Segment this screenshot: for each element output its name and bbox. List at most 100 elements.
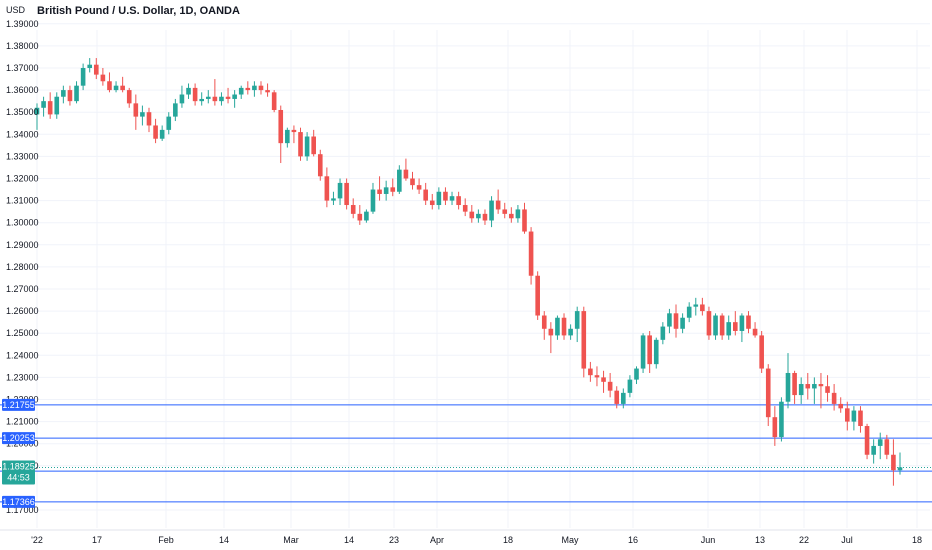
- candle[interactable]: [278, 105, 284, 164]
- candle[interactable]: [647, 330, 652, 373]
- candle[interactable]: [364, 209, 369, 223]
- candle[interactable]: [482, 209, 488, 225]
- candle[interactable]: [344, 178, 349, 210]
- candle[interactable]: [548, 322, 554, 354]
- candle[interactable]: [350, 198, 356, 219]
- candle[interactable]: [410, 171, 415, 190]
- candle[interactable]: [640, 333, 646, 373]
- candle[interactable]: [660, 322, 666, 345]
- candle[interactable]: [858, 406, 863, 433]
- candle[interactable]: [173, 98, 178, 122]
- candle[interactable]: [601, 370, 606, 393]
- candle[interactable]: [607, 372, 613, 398]
- candle[interactable]: [416, 178, 422, 194]
- candle[interactable]: [765, 364, 771, 427]
- candle[interactable]: [555, 315, 560, 340]
- candle[interactable]: [298, 127, 303, 161]
- candle[interactable]: [726, 315, 732, 340]
- candle[interactable]: [812, 377, 817, 404]
- candle[interactable]: [561, 313, 567, 340]
- candle[interactable]: [80, 63, 86, 91]
- candle[interactable]: [825, 375, 830, 402]
- candle[interactable]: [653, 337, 659, 369]
- candle[interactable]: [113, 81, 119, 93]
- candle[interactable]: [798, 377, 804, 404]
- candle[interactable]: [456, 191, 461, 210]
- candle[interactable]: [732, 311, 738, 336]
- candle[interactable]: [844, 401, 850, 431]
- candle[interactable]: [476, 209, 481, 223]
- candle[interactable]: [897, 452, 903, 475]
- candle[interactable]: [205, 90, 211, 104]
- candle[interactable]: [541, 311, 547, 340]
- candle[interactable]: [759, 330, 764, 373]
- candle[interactable]: [522, 202, 527, 234]
- candle[interactable]: [74, 81, 79, 104]
- candle[interactable]: [680, 313, 685, 334]
- candle[interactable]: [634, 366, 639, 385]
- candle[interactable]: [502, 202, 508, 219]
- candle[interactable]: [871, 439, 876, 464]
- candle[interactable]: [752, 322, 758, 338]
- candle[interactable]: [317, 149, 323, 181]
- candle[interactable]: [140, 105, 145, 126]
- candle[interactable]: [383, 180, 389, 201]
- candle[interactable]: [693, 297, 699, 316]
- candle[interactable]: [627, 375, 633, 398]
- candle[interactable]: [568, 324, 573, 340]
- candle[interactable]: [838, 397, 844, 413]
- candle[interactable]: [126, 87, 132, 108]
- candle[interactable]: [186, 83, 191, 99]
- candle[interactable]: [594, 366, 600, 387]
- candle[interactable]: [588, 361, 593, 382]
- candle[interactable]: [831, 384, 837, 411]
- candle[interactable]: [285, 127, 290, 148]
- candle[interactable]: [805, 372, 811, 400]
- candle[interactable]: [818, 372, 824, 409]
- candle[interactable]: [192, 83, 198, 106]
- candle[interactable]: [133, 94, 139, 130]
- candle[interactable]: [864, 423, 870, 460]
- candle[interactable]: [199, 92, 205, 106]
- candle[interactable]: [232, 90, 237, 108]
- candle[interactable]: [54, 92, 60, 119]
- candle[interactable]: [581, 306, 587, 378]
- candle[interactable]: [107, 72, 112, 93]
- candle[interactable]: [462, 198, 468, 217]
- candle[interactable]: [686, 302, 692, 323]
- candle[interactable]: [324, 167, 330, 208]
- candle[interactable]: [41, 96, 46, 117]
- candle[interactable]: [772, 406, 778, 446]
- candle[interactable]: [851, 406, 857, 431]
- candle[interactable]: [429, 193, 435, 210]
- candle[interactable]: [667, 308, 672, 334]
- candle[interactable]: [495, 189, 501, 214]
- candle[interactable]: [403, 158, 409, 181]
- candle[interactable]: [785, 353, 791, 409]
- candle[interactable]: [423, 182, 428, 206]
- candle[interactable]: [509, 207, 514, 223]
- candle[interactable]: [212, 79, 218, 106]
- candle[interactable]: [489, 196, 494, 228]
- candle[interactable]: [67, 85, 73, 106]
- candle[interactable]: [179, 85, 185, 108]
- candle[interactable]: [673, 304, 679, 338]
- candle[interactable]: [337, 178, 343, 206]
- candle[interactable]: [621, 388, 626, 409]
- candle[interactable]: [331, 191, 336, 206]
- candle[interactable]: [746, 311, 751, 334]
- candle[interactable]: [271, 90, 277, 113]
- candle[interactable]: [390, 178, 396, 197]
- candle[interactable]: [159, 125, 165, 141]
- candle[interactable]: [304, 132, 310, 161]
- candle[interactable]: [225, 87, 231, 104]
- candle[interactable]: [891, 439, 896, 486]
- candle[interactable]: [449, 191, 455, 206]
- candle[interactable]: [436, 187, 442, 210]
- candle[interactable]: [47, 92, 53, 119]
- candle[interactable]: [311, 129, 316, 157]
- candle[interactable]: [779, 397, 784, 442]
- candle[interactable]: [574, 306, 580, 343]
- candle[interactable]: [93, 58, 99, 80]
- candle[interactable]: [706, 306, 712, 340]
